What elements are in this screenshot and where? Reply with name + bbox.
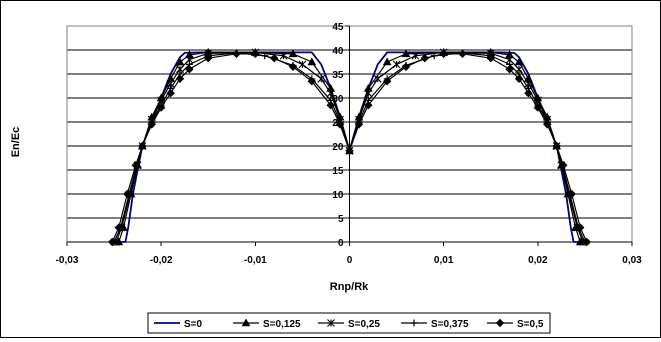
data-point (298, 60, 307, 69)
data-point (411, 51, 420, 60)
y-tick-label: 30 (332, 94, 344, 105)
legend-label: S=0,375 (431, 319, 469, 330)
data-point (175, 74, 185, 84)
data-point (392, 60, 401, 69)
data-point (232, 49, 241, 59)
x-tick-label: 0,02 (528, 255, 548, 266)
data-point (279, 51, 288, 60)
x-tick-label: -0,02 (150, 255, 173, 266)
data-point (364, 89, 373, 98)
data-point (567, 189, 576, 199)
data-point (533, 103, 543, 112)
data-point (326, 100, 335, 110)
data-point (486, 53, 495, 63)
data-point (420, 53, 430, 63)
legend-marker (327, 319, 335, 327)
y-tick-label: 0 (338, 238, 344, 249)
axes (66, 25, 633, 246)
data-point (382, 76, 392, 86)
data-point (364, 100, 373, 110)
line-chart: -0,03-0,02-0,0100,010,020,03051015202530… (10, 22, 642, 334)
y-tick-label: 5 (338, 214, 344, 225)
data-point (185, 64, 194, 74)
data-point (204, 53, 213, 63)
y-tick-label: 45 (332, 22, 344, 33)
y-tick-label: 20 (332, 142, 344, 153)
data-point (138, 141, 147, 151)
legend-entry: S=0,5 (487, 318, 544, 330)
data-point (582, 237, 592, 247)
data-point (317, 74, 326, 83)
data-point (288, 49, 298, 58)
legend-label: S=0 (184, 319, 203, 330)
data-point (288, 62, 298, 72)
legend-entry: S=0,25 (318, 319, 380, 330)
data-point (373, 74, 382, 83)
data-point (307, 57, 317, 66)
data-point (335, 120, 345, 129)
data-point (326, 89, 335, 98)
data-point (439, 49, 448, 59)
legend-label: S=0,125 (263, 319, 301, 330)
data-point (401, 49, 411, 58)
y-tick-label: 40 (332, 46, 344, 57)
data-point (514, 57, 524, 66)
y-tick-label: 15 (332, 166, 344, 177)
data-point (307, 76, 317, 86)
x-tick-label: 0 (347, 255, 353, 266)
legend-label: S=0,5 (517, 319, 544, 330)
x-axis-title: Rnp/Rk (330, 281, 369, 293)
series-group (107, 49, 592, 247)
data-point (147, 120, 156, 129)
data-point (131, 160, 140, 170)
legend-box (147, 312, 551, 334)
data-point (543, 120, 552, 129)
legend-entry: S=0 (154, 319, 203, 330)
data-point (505, 64, 514, 74)
legend-marker (410, 319, 418, 327)
data-point (166, 88, 175, 98)
data-point (114, 223, 123, 232)
x-tick-label: -0,01 (244, 255, 267, 266)
data-point (552, 141, 561, 151)
data-point (401, 62, 411, 72)
data-point (576, 223, 585, 232)
data-point (107, 237, 117, 247)
x-tick-label: -0,03 (56, 255, 79, 266)
data-point (345, 146, 354, 156)
y-axis-title: En/Ec (10, 127, 22, 158)
y-tick-label: 35 (332, 70, 344, 81)
data-point (175, 57, 185, 66)
data-point (123, 189, 132, 199)
legend-label: S=0,25 (348, 319, 380, 330)
data-point (354, 120, 364, 129)
x-tick-label: 0,01 (434, 255, 454, 266)
legend-entry: S=0,125 (233, 318, 301, 330)
data-point (156, 103, 166, 112)
x-tick-label: 0,03 (622, 255, 642, 266)
series-lines (107, 47, 592, 247)
legend-marker (495, 318, 505, 328)
data-point (514, 74, 524, 84)
data-point (269, 53, 279, 63)
legend-entry: S=0,375 (401, 319, 469, 330)
data-point (251, 49, 260, 59)
legend: S=0 S=0,125 S=0,25 S=0,375 S=0,5 (147, 312, 551, 334)
data-point (458, 49, 467, 59)
data-point (559, 160, 568, 170)
data-point (382, 57, 392, 66)
y-tick-label: 10 (332, 190, 344, 201)
data-point (524, 88, 533, 98)
legend-marker (241, 318, 251, 327)
legend-items: S=0 S=0,125 S=0,25 S=0,375 S=0,5 (154, 318, 544, 330)
